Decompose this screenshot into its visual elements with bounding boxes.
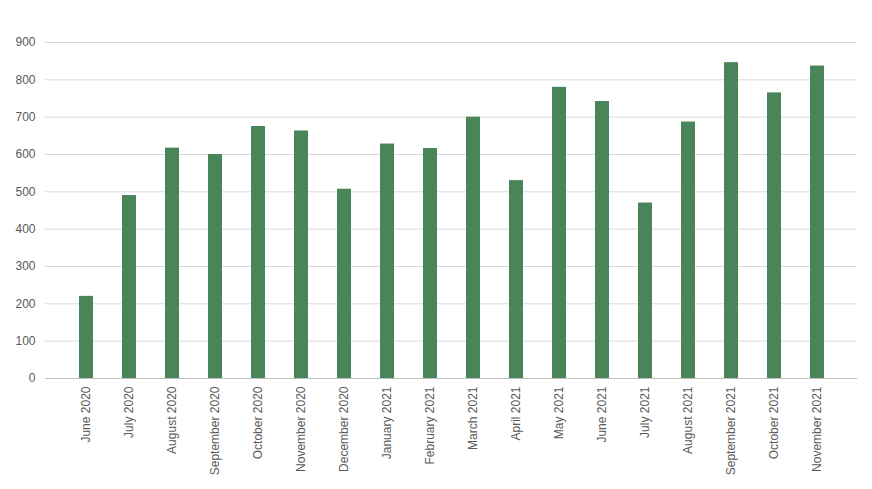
- svg-text:200: 200: [15, 297, 35, 311]
- svg-text:500: 500: [15, 185, 35, 199]
- svg-text:November 2020: November 2020: [294, 386, 308, 472]
- svg-text:January 2021: January 2021: [380, 386, 394, 459]
- svg-text:August 2021: August 2021: [681, 386, 695, 454]
- svg-text:February 2021: February 2021: [423, 386, 437, 464]
- svg-text:June 2021: June 2021: [595, 386, 609, 442]
- svg-text:October 2021: October 2021: [767, 386, 781, 459]
- svg-text:0: 0: [29, 371, 36, 385]
- svg-text:800: 800: [15, 73, 35, 87]
- svg-text:400: 400: [15, 222, 35, 236]
- svg-text:600: 600: [15, 147, 35, 161]
- svg-text:May 2021: May 2021: [552, 386, 566, 439]
- svg-text:November 2021: November 2021: [810, 386, 824, 472]
- svg-text:100: 100: [15, 334, 35, 348]
- svg-text:March 2021: March 2021: [466, 386, 480, 450]
- svg-text:700: 700: [15, 110, 35, 124]
- svg-text:August 2020: August 2020: [165, 386, 179, 454]
- svg-text:October 2020: October 2020: [251, 386, 265, 459]
- svg-text:July 2021: July 2021: [638, 386, 652, 438]
- svg-text:September 2020: September 2020: [208, 386, 222, 475]
- svg-text:September 2021: September 2021: [724, 386, 738, 475]
- svg-text:900: 900: [15, 35, 35, 49]
- svg-text:December 2020: December 2020: [337, 386, 351, 472]
- svg-text:June 2020: June 2020: [79, 386, 93, 442]
- svg-text:July 2020: July 2020: [122, 386, 136, 438]
- svg-text:April 2021: April 2021: [509, 386, 523, 440]
- svg-text:300: 300: [15, 259, 35, 273]
